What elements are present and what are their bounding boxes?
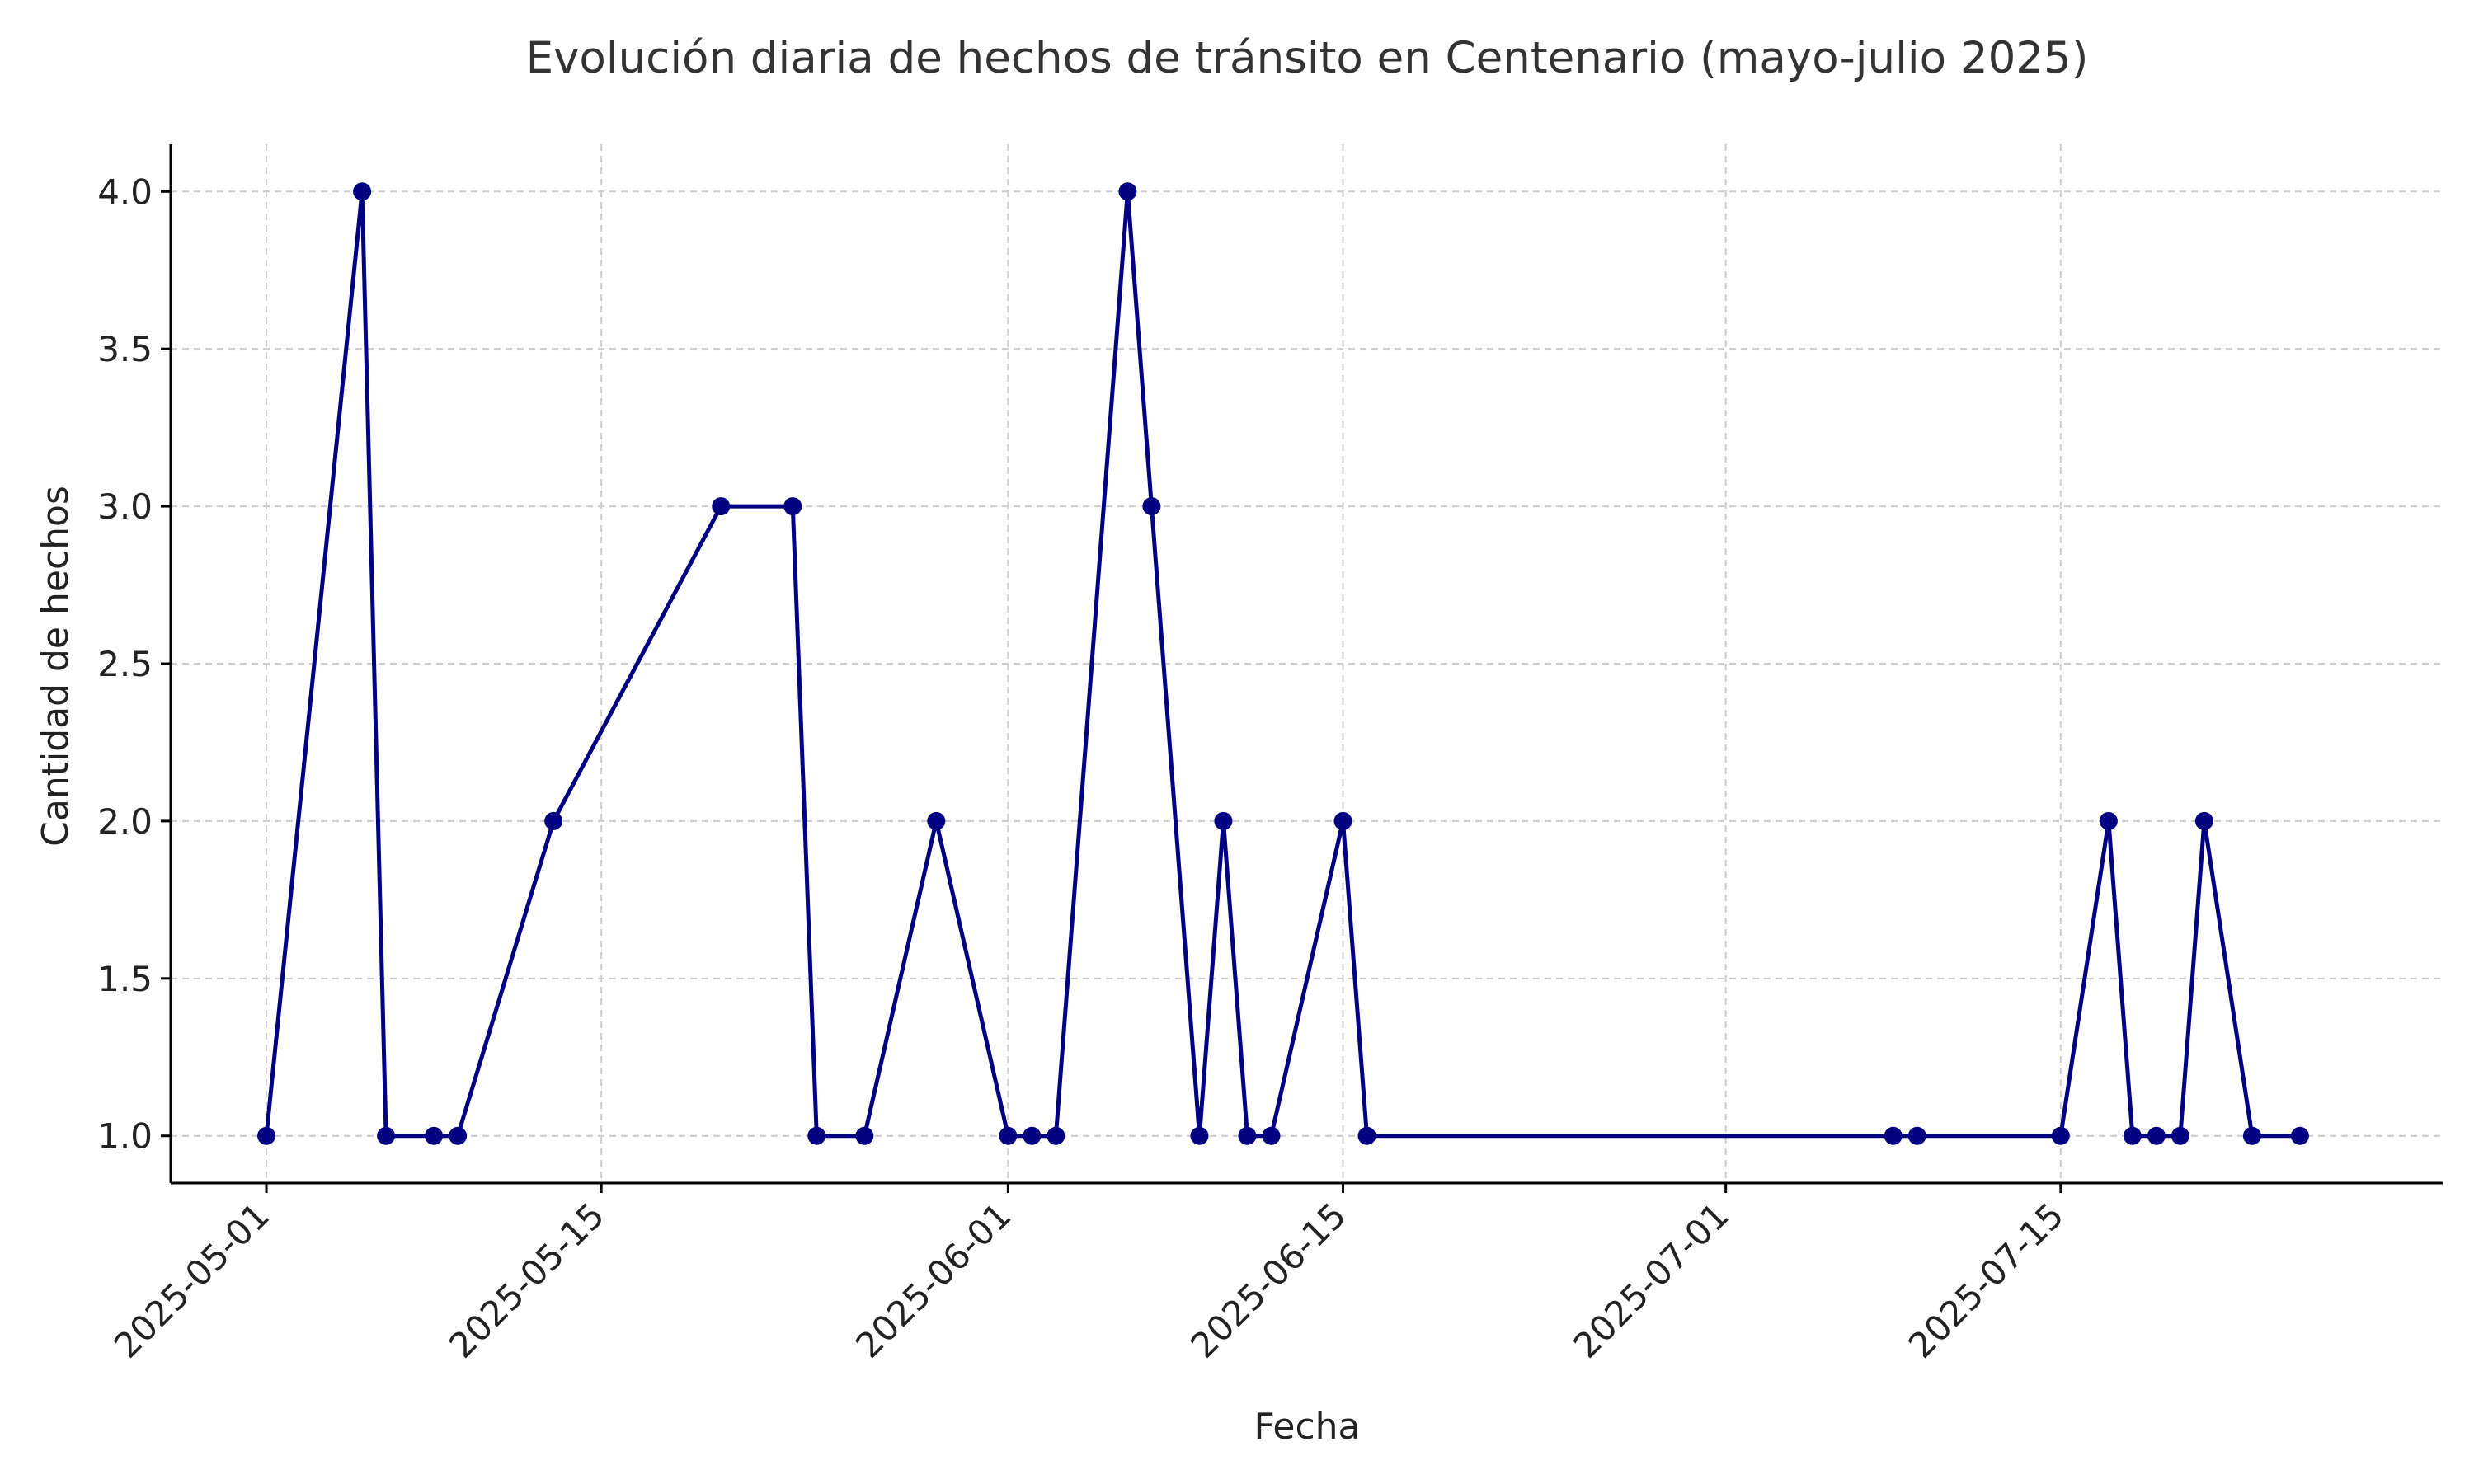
data-point [2123, 1126, 2142, 1145]
data-point [1238, 1126, 1257, 1145]
y-tick-label: 4.0 [97, 171, 153, 212]
y-tick-label: 1.0 [97, 1116, 153, 1157]
data-point [1262, 1126, 1281, 1145]
data-point [807, 1126, 826, 1145]
data-point [2099, 811, 2118, 830]
y-tick-label: 3.0 [97, 486, 153, 527]
data-point [2290, 1126, 2309, 1145]
data-point [855, 1126, 874, 1145]
data-point [1023, 1126, 1042, 1145]
grid-lines [171, 144, 2443, 1183]
x-axis-label: Fecha [1253, 1406, 1360, 1448]
data-point [2242, 1126, 2261, 1145]
y-axis-ticks: 1.0 1.5 2.0 2.5 3.0 3.5 4.0 [97, 171, 171, 1157]
data-point [377, 1126, 396, 1145]
data-point [1907, 1126, 1926, 1145]
data-point [1884, 1126, 1903, 1145]
data-point [1357, 1126, 1376, 1145]
y-tick-label: 2.5 [97, 644, 153, 684]
data-point [927, 811, 946, 830]
data-point [1142, 497, 1161, 516]
data-point [2147, 1126, 2166, 1145]
data-point [999, 1126, 1018, 1145]
data-point [1214, 811, 1233, 830]
data-point [425, 1126, 444, 1145]
data-point [2194, 811, 2213, 830]
data-point [1118, 182, 1137, 201]
data-point [2171, 1126, 2189, 1145]
y-axis-label: Cantidad de hechos [35, 486, 77, 847]
y-tick-label: 3.5 [97, 329, 153, 369]
data-point [1190, 1126, 1209, 1145]
data-point [2051, 1126, 2070, 1145]
data-point [1333, 811, 1352, 830]
data-point [783, 497, 802, 516]
data-point [712, 497, 731, 516]
y-tick-label: 2.0 [97, 801, 153, 842]
chart-title: Evolución diaria de hechos de tránsito e… [526, 33, 2089, 83]
series-line [264, 189, 2300, 1139]
data-point [449, 1126, 468, 1145]
y-tick-label: 1.5 [97, 959, 153, 999]
data-point [544, 811, 563, 830]
data-point [1047, 1126, 1065, 1145]
series-layer [257, 182, 2309, 1145]
data-point [353, 182, 372, 201]
data-point [257, 1126, 276, 1145]
